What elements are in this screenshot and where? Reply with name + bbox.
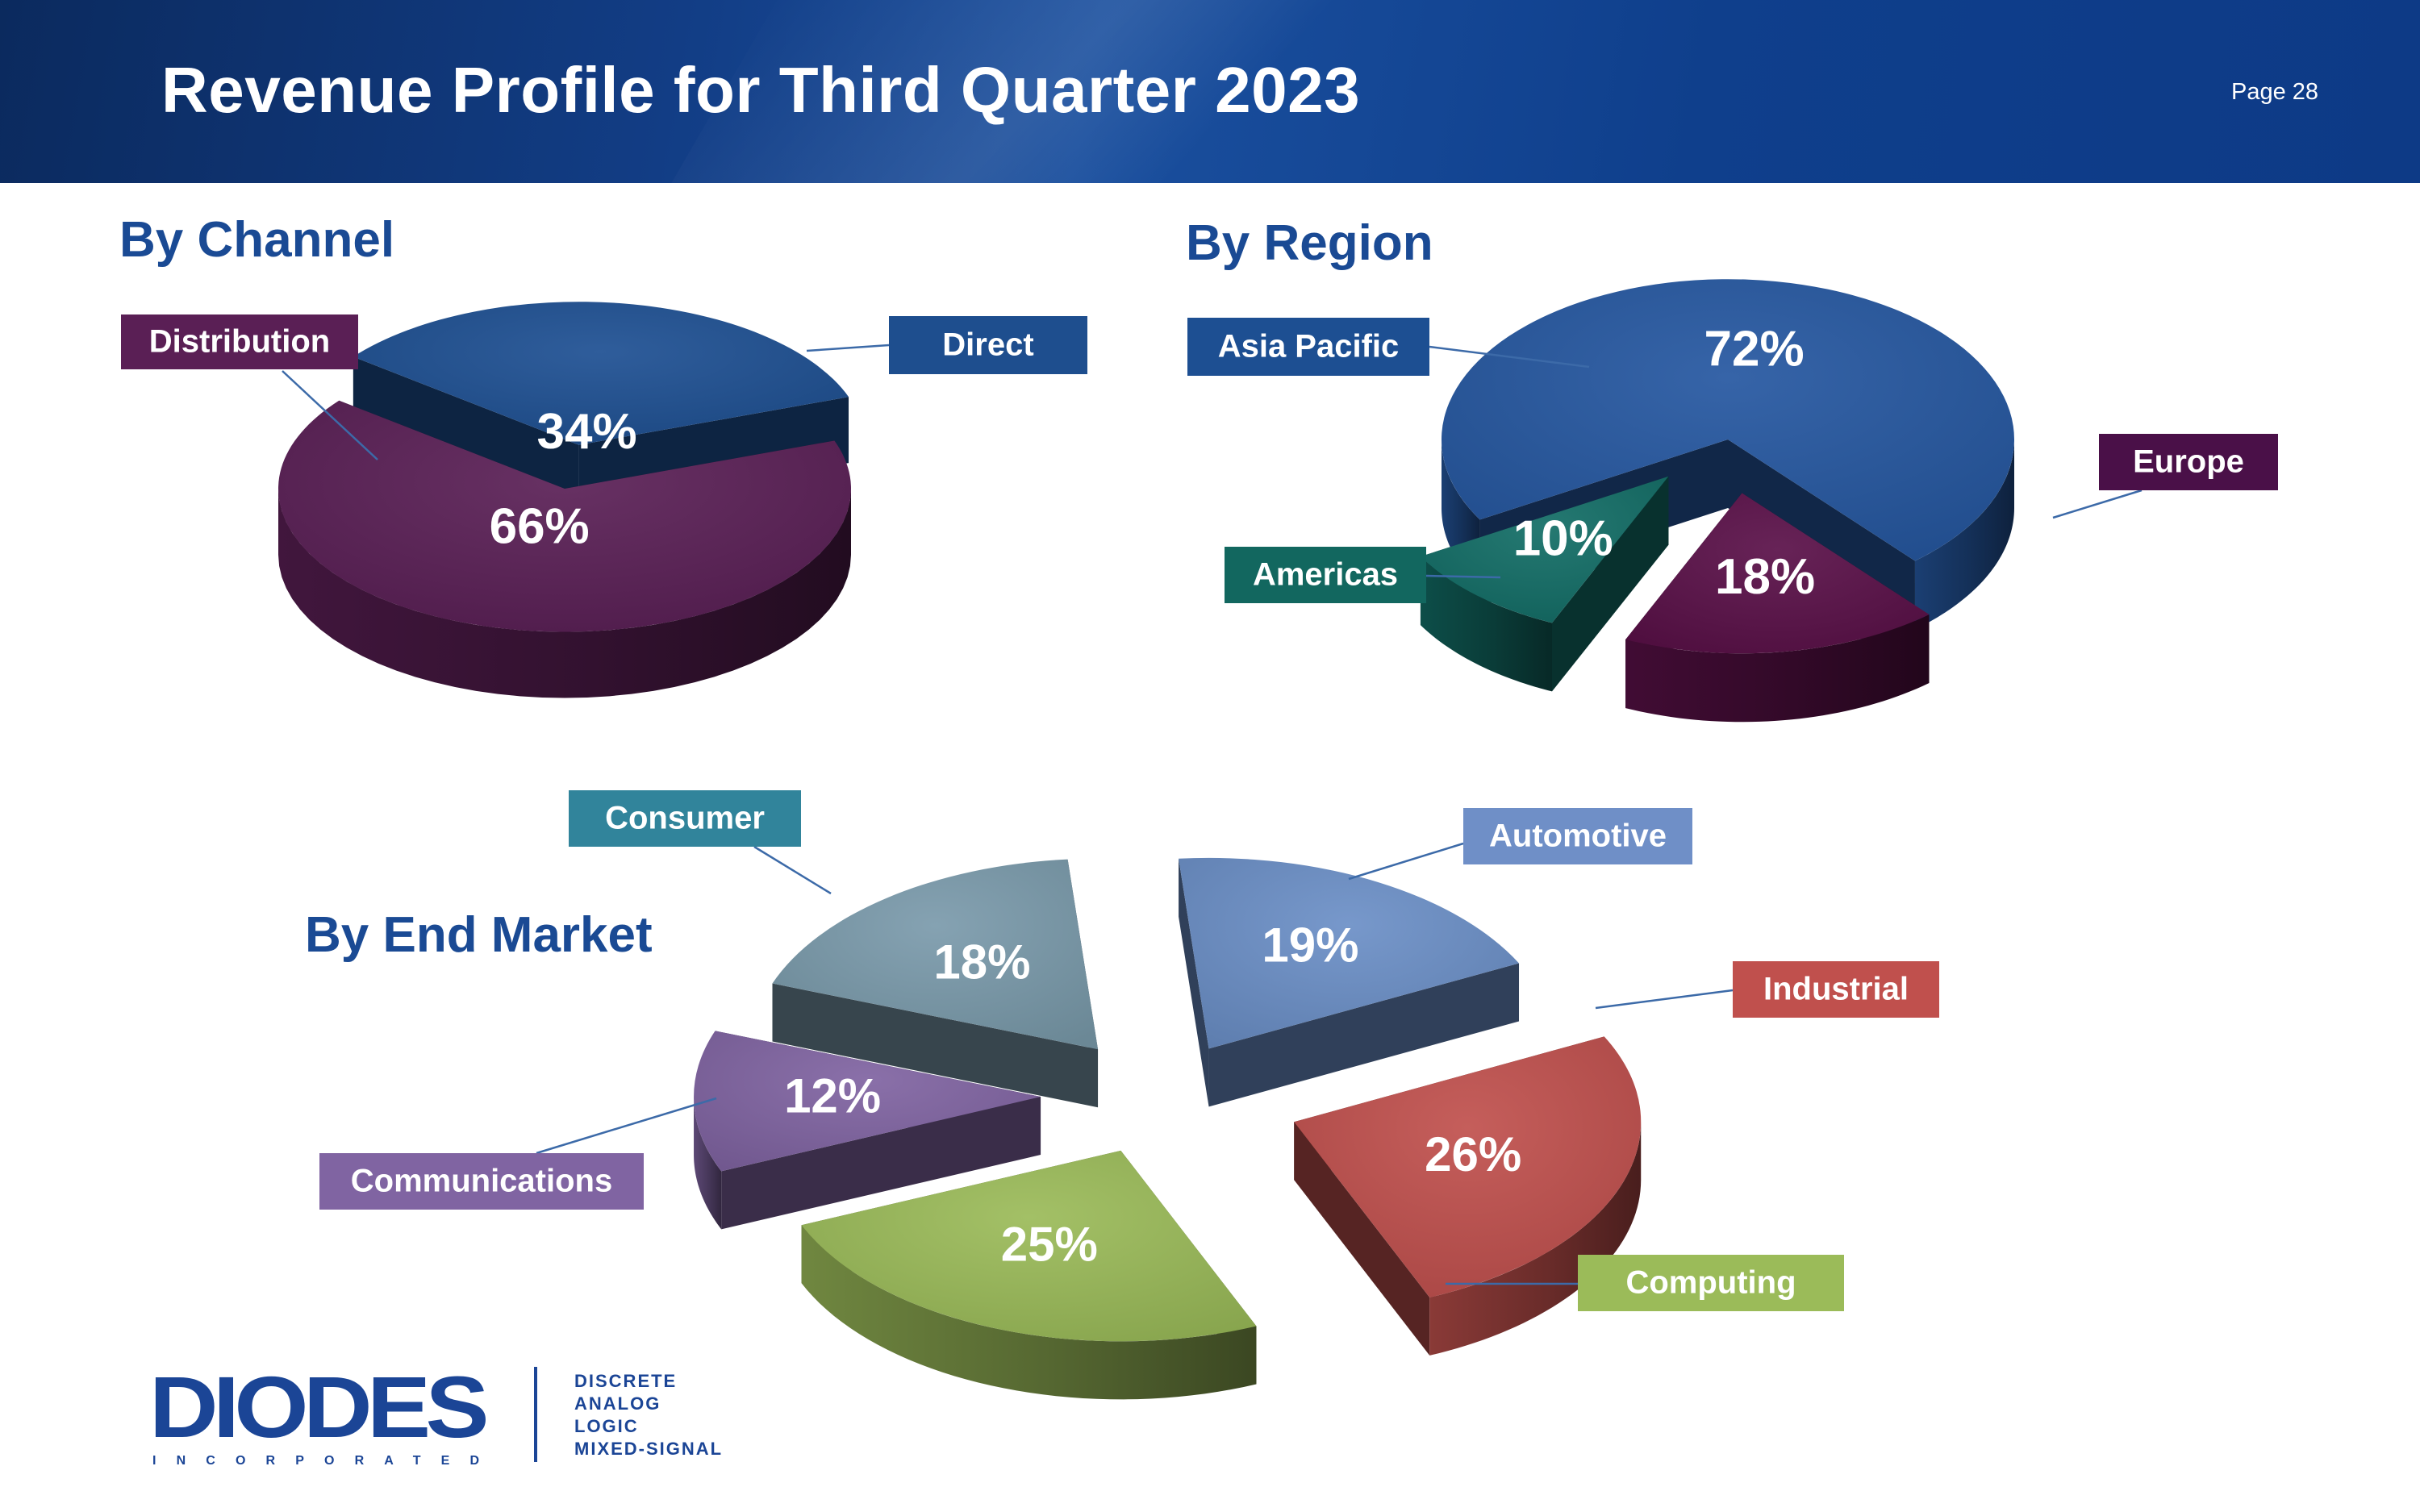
communications-slice-side — [694, 1097, 722, 1230]
logo-tagline-3: LOGIC — [574, 1416, 639, 1436]
communications-value-label: 12% — [784, 1068, 881, 1123]
logo-tagline-4: MIXED-SIGNAL — [574, 1439, 724, 1459]
page-title: Revenue Profile for Third Quarter 2023 — [161, 54, 1361, 126]
legend-industrial: Industrial — [1595, 961, 1939, 1018]
computing-value-label: 25% — [1001, 1217, 1098, 1271]
americas-value-label: 10% — [1513, 510, 1613, 566]
distribution-value-label: 66% — [490, 498, 590, 554]
industrial-slice-side — [1429, 1122, 1642, 1356]
europe-slice-side — [1625, 614, 1930, 723]
automotive-slice — [1179, 857, 1520, 1049]
by-channel-pie: 34% 66% — [277, 302, 852, 698]
europe-value-label: 18% — [1715, 549, 1815, 605]
asia-pacific-value-label: 72% — [1704, 322, 1805, 377]
legend-automotive: Automotive — [1348, 808, 1692, 881]
direct-value-label: 34% — [537, 404, 637, 460]
region-chart-title: By Region — [1186, 215, 1433, 271]
legend-label-consumer: Consumer — [605, 801, 765, 836]
legend-label-automotive: Automotive — [1489, 818, 1667, 854]
channel-chart-title: By Channel — [119, 212, 395, 268]
legend-label-asia-pacific: Asia Pacific — [1218, 329, 1400, 364]
consumer-slice — [772, 859, 1099, 1050]
legend-label-computing: Computing — [1625, 1265, 1796, 1301]
communications-slice — [694, 1031, 1041, 1172]
legend-label-europe: Europe — [2133, 444, 2244, 480]
legend-computing: Computing — [1446, 1255, 1844, 1311]
logo-tagline-2: ANALOG — [574, 1393, 661, 1414]
legend-americas: Americas — [1225, 547, 1501, 603]
distribution-slice-side — [278, 489, 851, 698]
automotive-slice-wall — [1208, 963, 1520, 1107]
by-end-market-pie: 19% 26% 25% 12% 18% — [694, 857, 1642, 1400]
legend-label-direct: Direct — [942, 327, 1033, 363]
logo-wordmark: DIODES — [149, 1363, 486, 1456]
asia-pacific-slice — [1442, 279, 2014, 561]
legend-label-distribution: Distribution — [149, 324, 330, 360]
legend-label-americas: Americas — [1253, 557, 1398, 593]
asia-pacific-slice-side — [1914, 439, 2014, 630]
legend-europe: Europe — [2052, 434, 2278, 519]
distribution-slice — [277, 400, 852, 632]
consumer-value-label: 18% — [933, 935, 1030, 989]
computing-slice-side — [801, 1225, 1257, 1400]
automotive-slice-wall — [1179, 858, 1209, 1107]
logo-tagline-1: DISCRETE — [574, 1371, 678, 1391]
header-banner: Revenue Profile for Third Quarter 2023 P… — [0, 0, 2420, 183]
legend-distribution: Distribution — [121, 314, 378, 460]
industrial-value-label: 26% — [1425, 1127, 1521, 1181]
americas-slice — [1420, 476, 1669, 623]
consumer-slice-wall — [772, 983, 1099, 1108]
diodes-logo: DIODES INCORPORATED — [149, 1363, 537, 1468]
computing-slice — [801, 1150, 1257, 1342]
legend-direct: Direct — [806, 316, 1087, 374]
automotive-value-label: 19% — [1262, 918, 1358, 972]
legend-label-communications: Communications — [351, 1164, 612, 1199]
legend-consumer: Consumer — [569, 790, 832, 895]
legend-communications: Communications — [319, 1097, 717, 1210]
page-number: Page 28 — [2231, 79, 2319, 105]
legend-label-industrial: Industrial — [1763, 972, 1909, 1007]
communications-slice-wall — [721, 1097, 1041, 1230]
endmarket-chart-title: By End Market — [305, 907, 653, 963]
direct-slice — [353, 302, 849, 445]
europe-slice — [1625, 493, 1930, 654]
industrial-slice — [1294, 1036, 1642, 1297]
americas-slice-wall — [1552, 476, 1669, 692]
logo-subtitle: INCORPORATED — [152, 1454, 479, 1468]
industrial-slice-wall — [1294, 1122, 1430, 1356]
americas-slice-side — [1420, 556, 1553, 692]
legend-asia-pacific: Asia Pacific — [1187, 318, 1590, 376]
by-region-pie: 72% 18% 10% — [1420, 279, 2014, 723]
